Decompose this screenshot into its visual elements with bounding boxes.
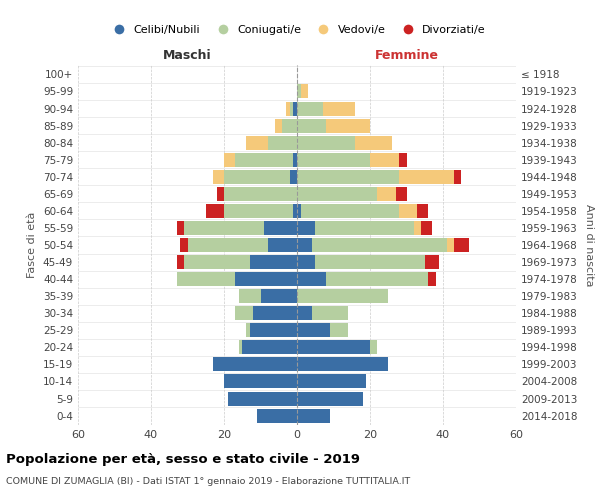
- Y-axis label: Anni di nascita: Anni di nascita: [584, 204, 594, 286]
- Bar: [187, 238, 268, 252]
- Bar: [224, 187, 297, 201]
- Bar: [246, 136, 268, 149]
- Bar: [370, 152, 399, 166]
- Bar: [330, 324, 348, 338]
- Bar: [370, 340, 377, 354]
- Bar: [297, 170, 399, 183]
- Bar: [326, 272, 428, 286]
- Bar: [290, 170, 297, 183]
- Text: Maschi: Maschi: [163, 50, 212, 62]
- Bar: [428, 272, 436, 286]
- Bar: [224, 170, 290, 183]
- Bar: [246, 324, 250, 338]
- Bar: [239, 340, 242, 354]
- Bar: [242, 340, 297, 354]
- Bar: [297, 255, 315, 269]
- Text: COMUNE DI ZUMAGLIA (BI) - Dati ISTAT 1° gennaio 2019 - Elaborazione TUTTITALIA.I: COMUNE DI ZUMAGLIA (BI) - Dati ISTAT 1° …: [6, 478, 410, 486]
- Bar: [297, 102, 323, 116]
- Bar: [257, 408, 297, 422]
- Bar: [213, 170, 224, 183]
- Bar: [297, 118, 326, 132]
- Bar: [315, 221, 414, 235]
- Bar: [224, 374, 297, 388]
- Bar: [297, 272, 326, 286]
- Bar: [297, 392, 362, 406]
- Bar: [418, 204, 428, 218]
- Y-axis label: Fasce di età: Fasce di età: [28, 212, 37, 278]
- Bar: [206, 204, 224, 218]
- Bar: [326, 118, 370, 132]
- Bar: [250, 324, 297, 338]
- Text: Femmine: Femmine: [374, 50, 439, 62]
- Bar: [293, 204, 297, 218]
- Bar: [180, 238, 187, 252]
- Bar: [217, 187, 224, 201]
- Bar: [235, 152, 293, 166]
- Text: Popolazione per età, sesso e stato civile - 2019: Popolazione per età, sesso e stato civil…: [6, 452, 360, 466]
- Bar: [253, 306, 297, 320]
- Bar: [297, 204, 301, 218]
- Legend: Celibi/Nubili, Coniugati/e, Vedovi/e, Divorziati/e: Celibi/Nubili, Coniugati/e, Vedovi/e, Di…: [104, 20, 490, 39]
- Bar: [454, 238, 469, 252]
- Bar: [311, 238, 446, 252]
- Bar: [283, 118, 297, 132]
- Bar: [293, 152, 297, 166]
- Bar: [315, 255, 425, 269]
- Bar: [297, 221, 315, 235]
- Bar: [297, 358, 388, 372]
- Bar: [275, 118, 283, 132]
- Bar: [301, 204, 399, 218]
- Bar: [297, 84, 301, 98]
- Bar: [235, 272, 297, 286]
- Bar: [264, 221, 297, 235]
- Bar: [446, 238, 454, 252]
- Bar: [239, 289, 260, 303]
- Bar: [260, 289, 297, 303]
- Bar: [414, 221, 421, 235]
- Bar: [323, 102, 355, 116]
- Bar: [425, 255, 439, 269]
- Bar: [297, 289, 388, 303]
- Bar: [268, 136, 297, 149]
- Bar: [227, 392, 297, 406]
- Bar: [235, 306, 253, 320]
- Bar: [176, 272, 235, 286]
- Bar: [399, 204, 418, 218]
- Bar: [297, 152, 370, 166]
- Bar: [224, 204, 293, 218]
- Bar: [454, 170, 461, 183]
- Bar: [399, 152, 407, 166]
- Bar: [399, 170, 454, 183]
- Bar: [421, 221, 432, 235]
- Bar: [213, 358, 297, 372]
- Bar: [297, 187, 377, 201]
- Bar: [297, 238, 311, 252]
- Bar: [301, 84, 308, 98]
- Bar: [297, 374, 367, 388]
- Bar: [297, 340, 370, 354]
- Bar: [290, 102, 293, 116]
- Bar: [176, 221, 184, 235]
- Bar: [395, 187, 407, 201]
- Bar: [311, 306, 348, 320]
- Bar: [286, 102, 290, 116]
- Bar: [184, 255, 250, 269]
- Bar: [297, 306, 311, 320]
- Bar: [297, 324, 330, 338]
- Bar: [297, 408, 330, 422]
- Bar: [377, 187, 395, 201]
- Bar: [268, 238, 297, 252]
- Bar: [355, 136, 392, 149]
- Bar: [250, 255, 297, 269]
- Bar: [297, 136, 355, 149]
- Bar: [176, 255, 184, 269]
- Bar: [293, 102, 297, 116]
- Bar: [224, 152, 235, 166]
- Bar: [184, 221, 264, 235]
